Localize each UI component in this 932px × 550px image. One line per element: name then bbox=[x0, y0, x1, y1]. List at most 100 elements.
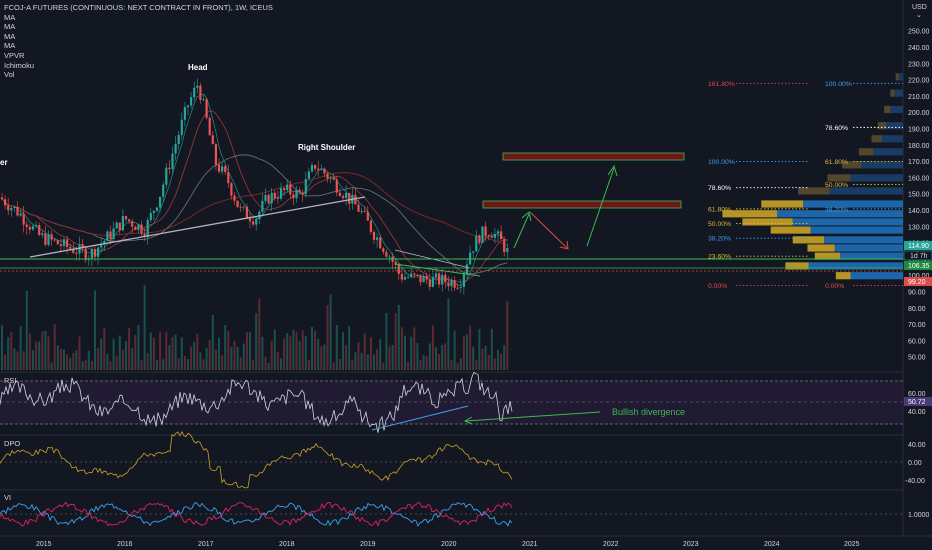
volume-bar bbox=[84, 360, 87, 370]
time-tick: 2016 bbox=[117, 541, 133, 548]
candle-body bbox=[208, 117, 211, 136]
rsi-divergence-line[interactable] bbox=[371, 405, 469, 431]
volume-bar bbox=[16, 351, 19, 370]
indicator-ichimoku[interactable]: Ichimoku bbox=[4, 60, 35, 70]
chevron-down-icon[interactable]: ⌄ bbox=[916, 12, 922, 19]
volume-bar bbox=[10, 332, 13, 370]
neckline[interactable] bbox=[29, 196, 366, 258]
volume-bar bbox=[196, 333, 199, 370]
candle-body bbox=[242, 206, 245, 208]
vpvr-bar-blue bbox=[850, 272, 903, 280]
candle-body bbox=[413, 273, 416, 275]
candle-body bbox=[385, 251, 388, 257]
candle-body bbox=[481, 226, 484, 243]
volume-bar bbox=[475, 359, 478, 370]
volume-bar bbox=[379, 339, 382, 370]
indicator-vol[interactable]: Vol bbox=[4, 70, 15, 80]
volume-bar bbox=[38, 341, 41, 370]
candle-body bbox=[345, 192, 348, 199]
vpvr-bar-blue bbox=[777, 210, 903, 218]
volume-bar bbox=[385, 313, 388, 370]
indicator-vpvr[interactable]: VPVR bbox=[4, 50, 25, 60]
price-tick: 190.00 bbox=[908, 127, 930, 134]
fib-level-label: 38.20% bbox=[708, 236, 731, 243]
candle-body bbox=[366, 211, 369, 221]
candle-body bbox=[211, 135, 214, 145]
price-tick: 180.00 bbox=[908, 143, 930, 150]
divergence-arrow[interactable] bbox=[465, 411, 601, 422]
candle-body bbox=[50, 234, 53, 240]
currency-label[interactable]: USD bbox=[912, 4, 927, 11]
indicator-ma-2[interactable]: MA bbox=[4, 22, 16, 32]
vpvr-bar-blue bbox=[861, 161, 903, 169]
vpvr-bar-gold bbox=[884, 105, 891, 114]
volume-bar bbox=[63, 349, 65, 370]
target-zone-upper[interactable] bbox=[502, 152, 685, 161]
vi-label[interactable]: VI bbox=[4, 493, 11, 502]
price-c: 99.20 bbox=[908, 279, 926, 286]
volume-bar bbox=[360, 352, 363, 370]
volume-bar bbox=[4, 354, 7, 370]
candle-body bbox=[69, 247, 72, 249]
dpo-tick-40: 40.00 bbox=[908, 442, 926, 449]
arrow-up-large[interactable] bbox=[586, 167, 615, 247]
vpvr-bar-gold bbox=[814, 252, 840, 260]
volume-bar bbox=[115, 356, 118, 370]
time-tick: 2020 bbox=[441, 541, 457, 548]
volume-bar bbox=[304, 335, 307, 370]
vpvr-bar-gold bbox=[770, 226, 811, 234]
candle-body bbox=[490, 236, 493, 238]
dpo-label[interactable]: DPO bbox=[4, 439, 20, 448]
volume-bar bbox=[100, 338, 103, 370]
vpvr-bar-blue bbox=[850, 174, 903, 182]
timeframe-label: 1d 7h bbox=[910, 253, 928, 260]
target-zone-lower[interactable] bbox=[482, 200, 682, 209]
volume-bar bbox=[506, 301, 509, 370]
indicator-ma-1[interactable]: MA bbox=[4, 12, 16, 22]
vpvr-bar-gold bbox=[785, 262, 809, 270]
indicator-ma-3[interactable]: MA bbox=[4, 31, 16, 41]
wedge-lower-line[interactable] bbox=[394, 263, 481, 277]
dpo-tick-neg40: -40.00 bbox=[905, 478, 925, 485]
candle-body bbox=[28, 227, 31, 230]
candle-body bbox=[16, 206, 19, 216]
volume-bar bbox=[87, 350, 90, 370]
candle-body bbox=[441, 274, 444, 285]
volume-bar bbox=[159, 332, 162, 370]
candle-body bbox=[419, 274, 422, 283]
symbol-title[interactable]: FCOJ-A FUTURES (CONTINUOUS: NEXT CONTRAC… bbox=[4, 3, 273, 12]
candle-body bbox=[431, 277, 434, 287]
volume-bar bbox=[295, 332, 298, 370]
volume-bar bbox=[363, 333, 366, 370]
candle-body bbox=[66, 239, 69, 248]
candle-body bbox=[84, 248, 87, 261]
candle-body bbox=[233, 195, 236, 201]
candle-body bbox=[196, 85, 199, 88]
candle-body bbox=[450, 280, 453, 287]
volume-bar bbox=[25, 290, 28, 370]
indicator-ma-4[interactable]: MA bbox=[4, 41, 16, 51]
price-tick: 140.00 bbox=[908, 208, 930, 215]
candle-body bbox=[10, 207, 13, 211]
candle-body bbox=[453, 280, 456, 288]
volume-bar bbox=[338, 359, 341, 370]
volume-bar bbox=[447, 298, 450, 370]
price-axis[interactable]: 250.00 240.00 230.00 220.00 210.00 200.00 190.… bbox=[908, 29, 930, 362]
arrow-down[interactable] bbox=[529, 211, 568, 249]
arrow-up-small[interactable] bbox=[513, 213, 530, 249]
candle-body bbox=[363, 211, 366, 212]
candle-body bbox=[506, 247, 509, 253]
rsi-label[interactable]: RSI bbox=[4, 376, 17, 385]
candle-body bbox=[100, 244, 103, 248]
candle-body bbox=[97, 247, 100, 257]
price-tick: 110.00 bbox=[908, 257, 929, 264]
time-axis[interactable]: 2015 2016 2017 2018 2019 2020 2021 2022 2023 2024… bbox=[36, 541, 860, 548]
volume-bar bbox=[422, 355, 425, 370]
candle-body bbox=[217, 164, 221, 172]
volume-bar bbox=[329, 294, 332, 370]
candle-body bbox=[462, 273, 465, 288]
divergence-arrow-head bbox=[463, 416, 473, 425]
candle-body bbox=[245, 206, 248, 219]
price-b: 106.35 bbox=[908, 263, 930, 270]
